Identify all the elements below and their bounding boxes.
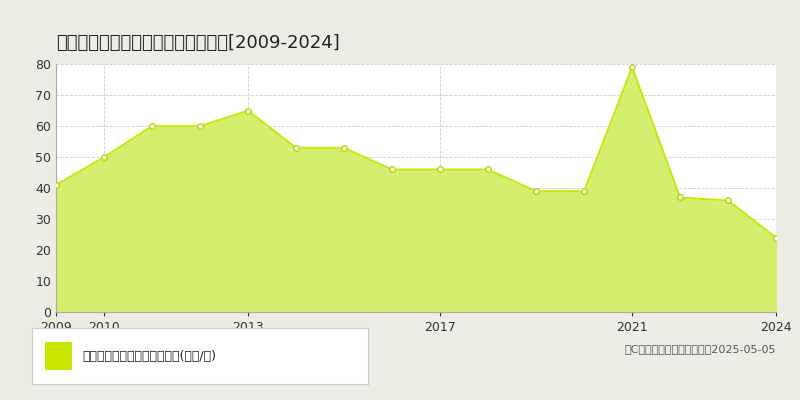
Point xyxy=(770,234,782,241)
Point xyxy=(482,166,494,173)
Point xyxy=(194,123,206,129)
Point xyxy=(386,166,398,173)
Text: 知立市新林町　マンション価格推移[2009-2024]: 知立市新林町 マンション価格推移[2009-2024] xyxy=(56,34,340,52)
Point xyxy=(674,194,686,200)
Point xyxy=(50,182,62,188)
Point xyxy=(530,188,542,194)
Point xyxy=(338,144,350,151)
Point xyxy=(578,188,590,194)
Point xyxy=(434,166,446,173)
Point xyxy=(242,107,254,114)
Text: マンション価格　平均坪単価(万円/坪): マンション価格 平均坪単価(万円/坪) xyxy=(82,350,216,362)
Text: （C）土地価格ドットコム　2025-05-05: （C）土地価格ドットコム 2025-05-05 xyxy=(625,344,776,354)
Point xyxy=(290,144,302,151)
Point xyxy=(146,123,158,129)
Point xyxy=(626,64,638,70)
Bar xyxy=(46,342,72,370)
Point xyxy=(98,154,110,160)
Point xyxy=(722,197,734,204)
